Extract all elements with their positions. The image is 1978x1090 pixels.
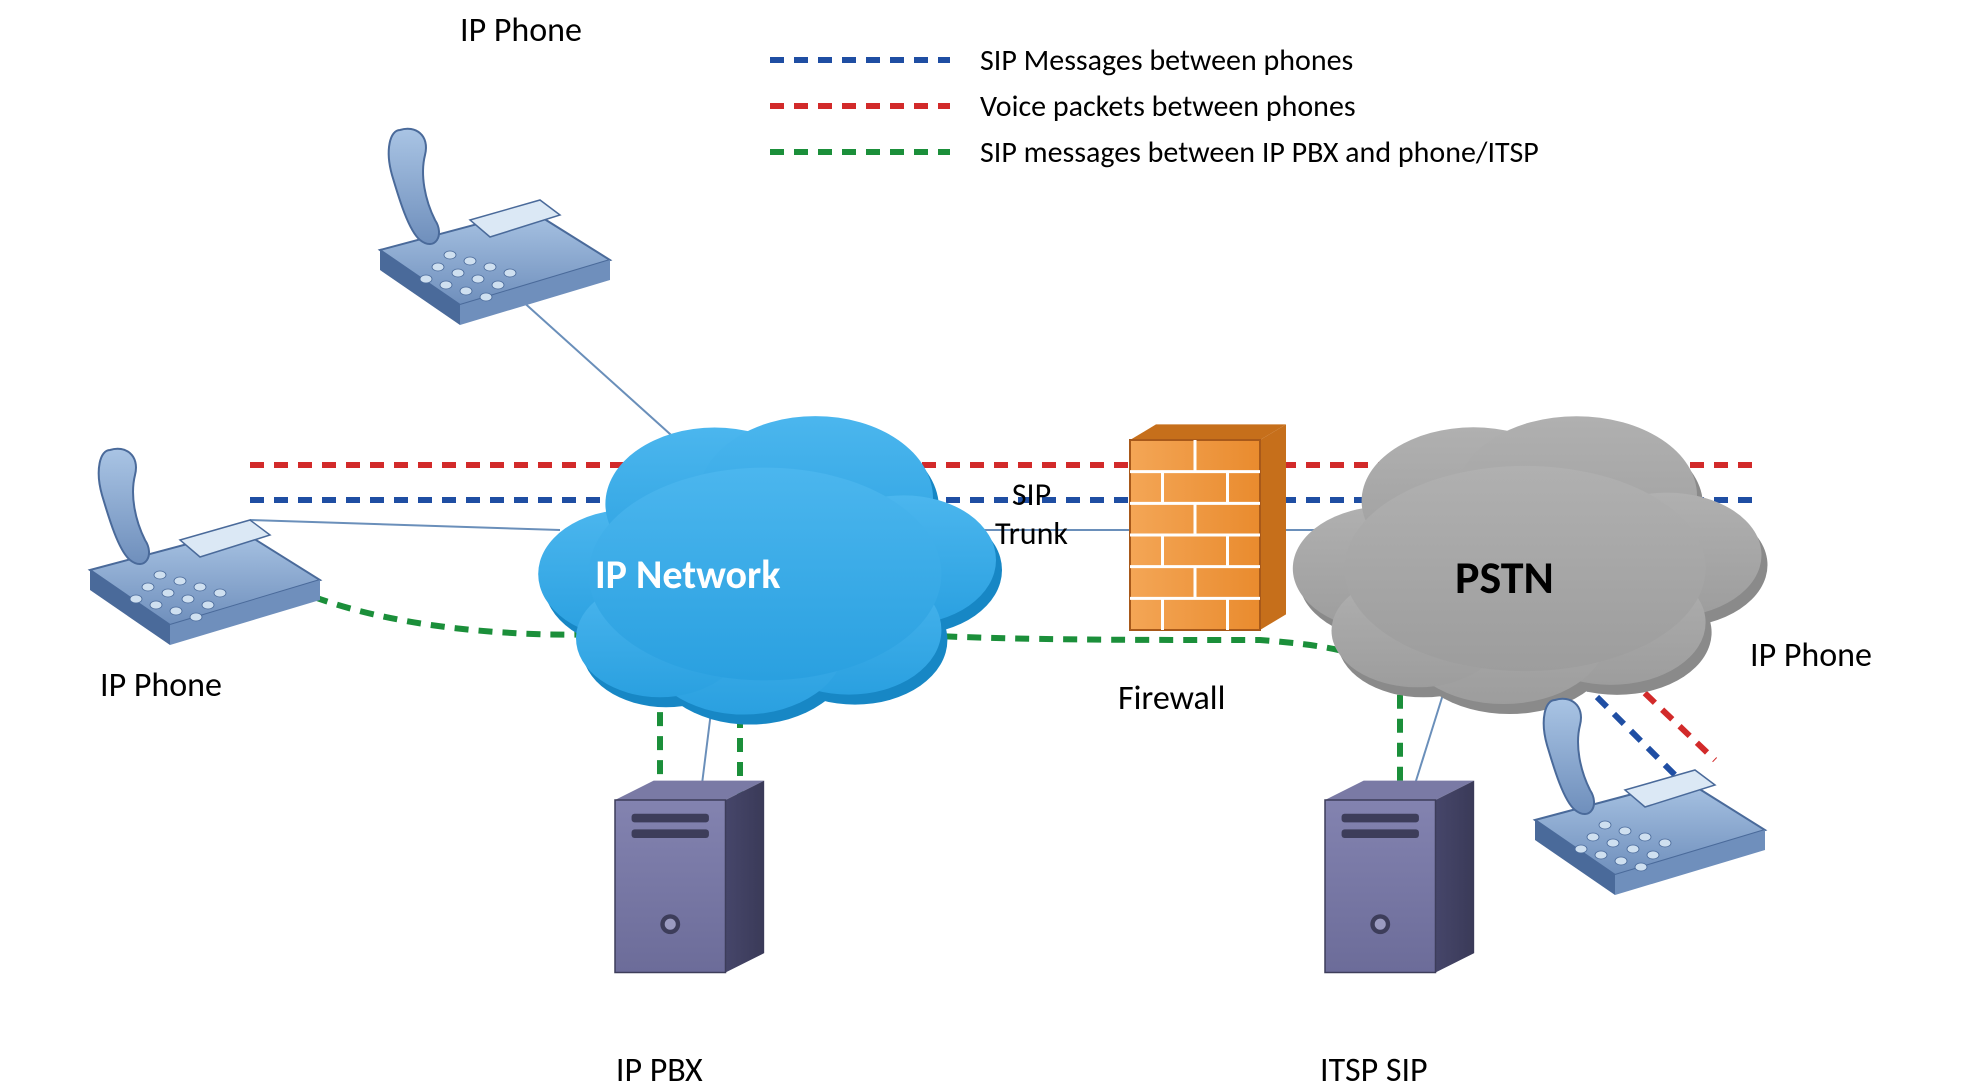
itsp-server-icon [1325, 781, 1474, 973]
ip-network-label: IP Network [595, 550, 780, 599]
phone-top-label: IP Phone [460, 10, 582, 51]
firewall-label: Firewall [1118, 678, 1225, 719]
phone-right-label: IP Phone [1750, 635, 1872, 676]
ip-pbx-label: IP PBX (SIP Server) [580, 1050, 739, 1090]
ip-phone-top-icon [380, 129, 610, 325]
ip-pbx-server-icon [615, 781, 764, 973]
legend-item-0: SIP Messages between phones [980, 42, 1353, 79]
phone-left-label: IP Phone [100, 665, 222, 706]
pstn-label: PSTN [1455, 550, 1554, 606]
ip-phone-right-icon [1535, 699, 1765, 895]
legend-item-1: Voice packets between phones [980, 88, 1356, 125]
itsp-label: ITSP SIP Server [1320, 1050, 1428, 1090]
firewall-icon [1130, 424, 1286, 630]
ip-phone-left-icon [90, 449, 320, 645]
sip-trunk-label: SIP Trunk [995, 475, 1068, 553]
legend-item-2: SIP messages between IP PBX and phone/IT… [980, 134, 1539, 171]
